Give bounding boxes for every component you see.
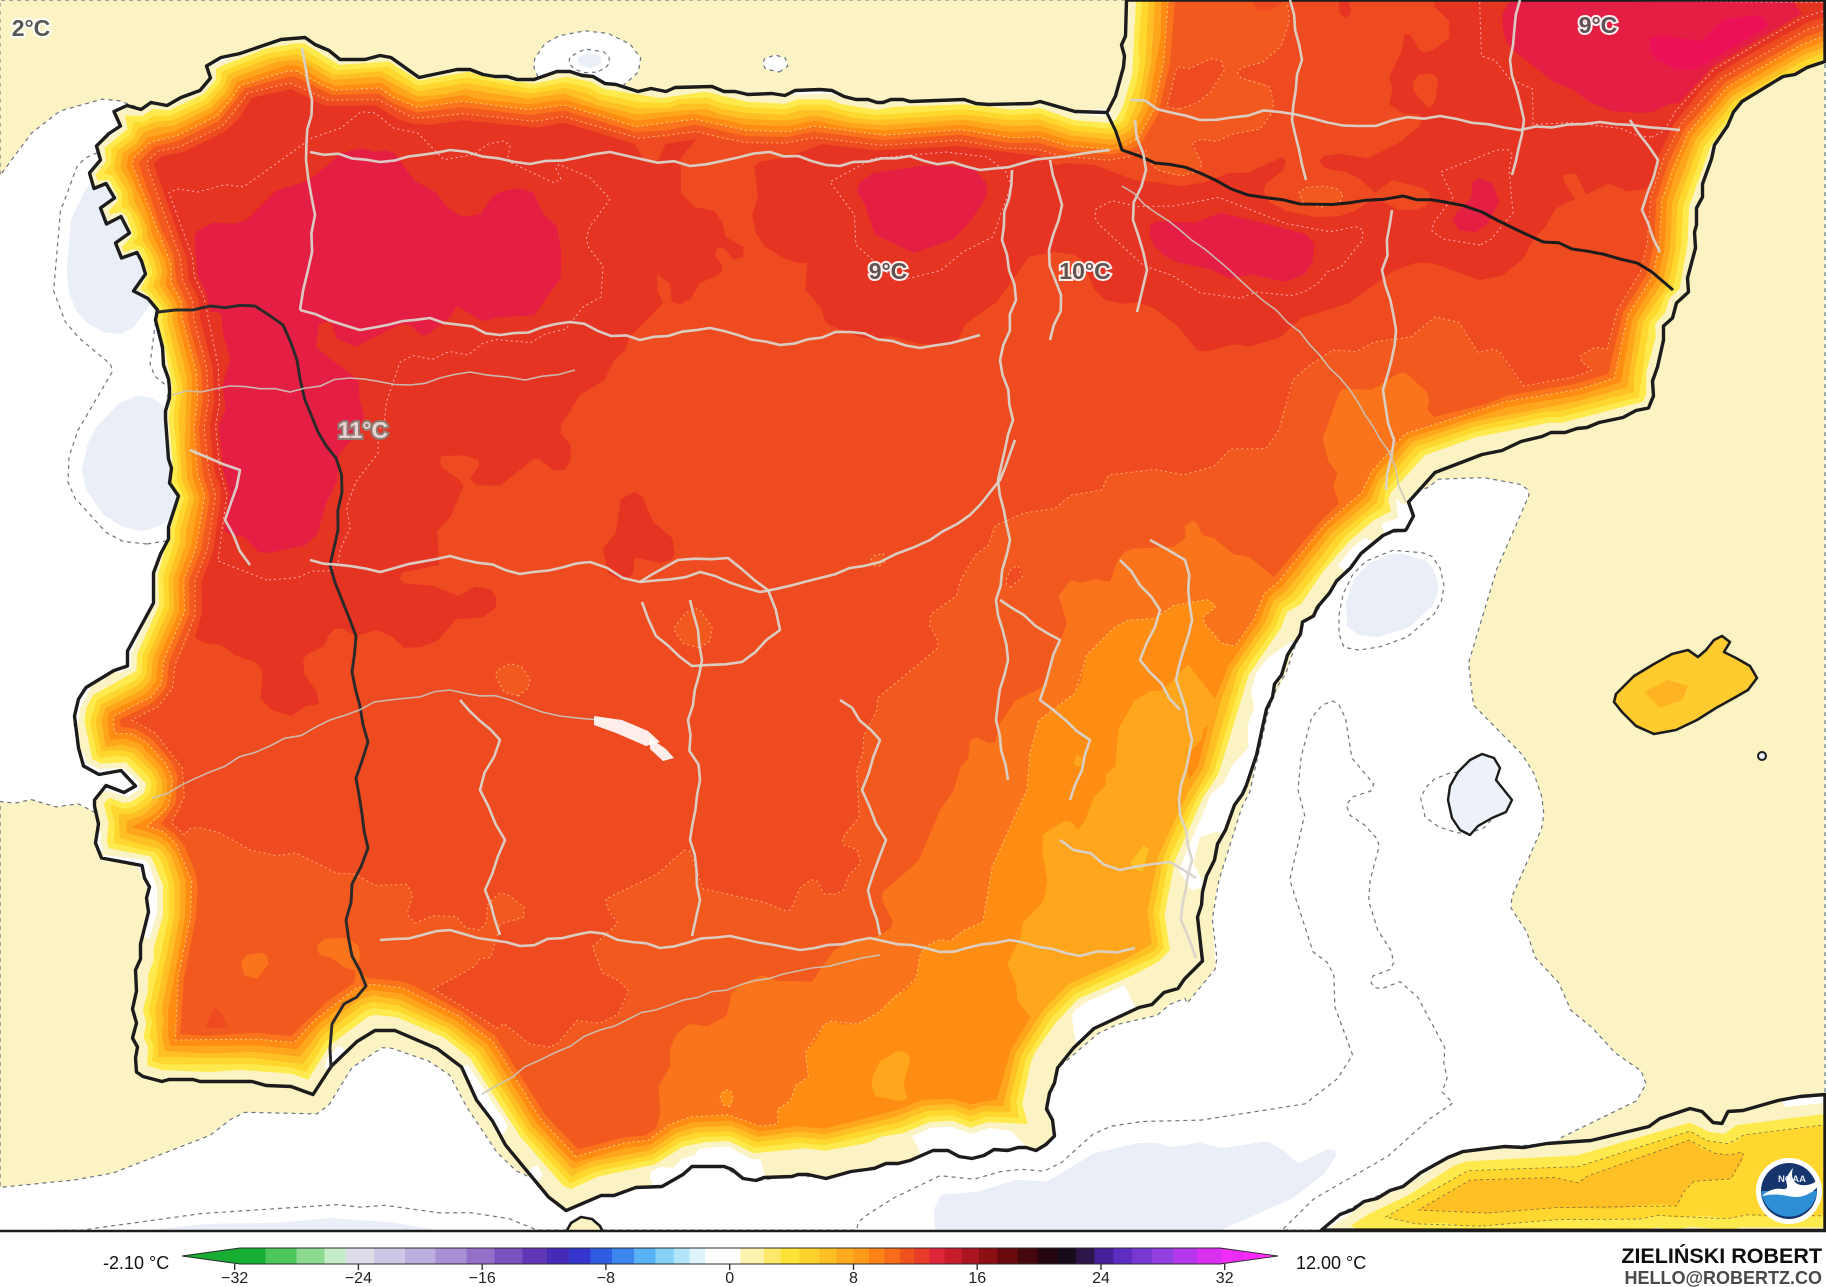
svg-text:12.00 °C: 12.00 °C [1296,1253,1366,1273]
svg-text:9°C: 9°C [869,258,908,284]
svg-text:HELLO@ROBERTZ.CO: HELLO@ROBERTZ.CO [1624,1268,1822,1287]
svg-text:24: 24 [1092,1270,1110,1287]
svg-text:−32: −32 [221,1270,248,1287]
svg-text:NOAA: NOAA [1778,1174,1806,1185]
svg-text:11°C: 11°C [338,417,388,443]
svg-text:0: 0 [725,1270,734,1287]
svg-text:ZIELIŃSKI ROBERT: ZIELIŃSKI ROBERT [1621,1243,1822,1268]
svg-text:−16: −16 [469,1270,496,1287]
svg-text:-2.10 °C: -2.10 °C [103,1253,169,1273]
svg-text:16: 16 [968,1270,986,1287]
svg-text:2°C: 2°C [12,15,51,41]
svg-text:8: 8 [849,1270,858,1287]
svg-text:10°C: 10°C [1059,258,1110,284]
svg-text:−24: −24 [345,1270,372,1287]
svg-text:32: 32 [1216,1270,1234,1287]
svg-text:9°C: 9°C [1579,12,1618,38]
svg-text:−8: −8 [597,1270,615,1287]
